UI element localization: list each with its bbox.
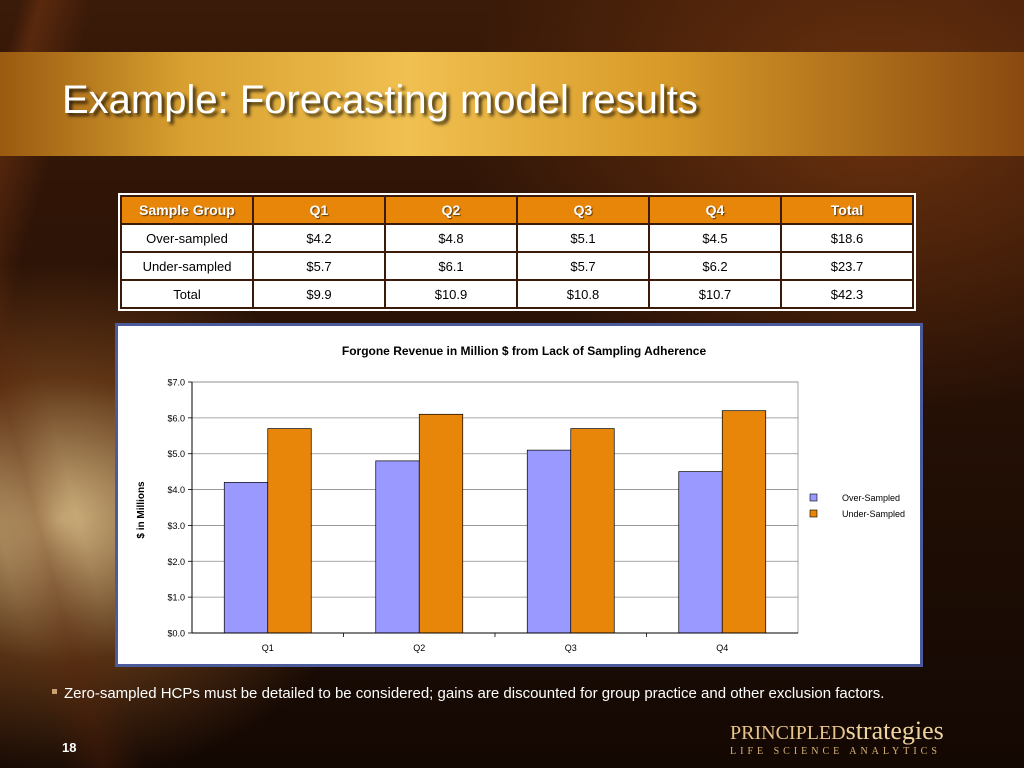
table-header-row: Sample Group Q1 Q2 Q3 Q4 Total <box>120 195 914 225</box>
table-cell: Total <box>120 279 254 309</box>
table-cell: $5.7 <box>252 251 386 281</box>
table-cell: $42.3 <box>780 279 914 309</box>
legend-label: Over-Sampled <box>842 493 900 503</box>
y-tick-label: $5.0 <box>167 449 185 459</box>
logo-word-principled: PRINCIPLED <box>730 722 846 744</box>
y-tick-label: $2.0 <box>167 557 185 567</box>
logo-word-strategies: strategies <box>845 716 944 745</box>
y-tick-label: $7.0 <box>167 378 185 388</box>
bar-over-sampled <box>375 460 420 634</box>
table-cell: $6.2 <box>648 251 782 281</box>
bar-over-sampled <box>223 482 269 634</box>
legend-swatch <box>809 509 818 518</box>
logo-tagline: LIFE SCIENCE ANALYTICS <box>730 746 941 757</box>
page-number: 18 <box>62 740 77 755</box>
bar-chart: Forgone Revenue in Million $ from Lack o… <box>136 344 905 653</box>
chart-title: Forgone Revenue in Million $ from Lack o… <box>342 344 707 358</box>
table-cell: $4.5 <box>648 223 782 253</box>
slide-title: Example: Forecasting model results <box>62 78 698 122</box>
chart-container: Forgone Revenue in Million $ from Lack o… <box>115 323 923 667</box>
bullet-marker <box>52 689 57 694</box>
legend-label: Under-Sampled <box>842 509 905 519</box>
table-cell: $6.1 <box>384 251 518 281</box>
x-tick-label: Q1 <box>262 643 274 653</box>
y-tick-label: $3.0 <box>167 521 185 531</box>
table-cell: $10.7 <box>648 279 782 309</box>
company-logo: PRINCIPLEDstrategies LIFE SCIENCE ANALYT… <box>730 716 944 757</box>
bar-over-sampled <box>678 471 723 634</box>
header-total: Total <box>780 195 914 225</box>
y-tick-label: $0.0 <box>167 629 185 639</box>
results-table: Sample Group Q1 Q2 Q3 Q4 Total Over-samp… <box>118 193 916 311</box>
table-cell: $10.8 <box>516 279 650 309</box>
table-row-total: Total $9.9 $10.9 $10.8 $10.7 $42.3 <box>120 279 914 309</box>
table-cell: $5.7 <box>516 251 650 281</box>
y-tick-label: $6.0 <box>167 413 185 423</box>
bar-over-sampled <box>526 449 572 634</box>
table-row-under-sampled: Under-sampled $5.7 $6.1 $5.7 $6.2 $23.7 <box>120 251 914 281</box>
table-cell: $23.7 <box>780 251 914 281</box>
logo-wordmark: PRINCIPLEDstrategies <box>730 716 944 746</box>
header-q3: Q3 <box>516 195 650 225</box>
x-tick-label: Q2 <box>413 643 425 653</box>
table-cell: $18.6 <box>780 223 914 253</box>
table-cell: Under-sampled <box>120 251 254 281</box>
slide-caption: Zero-sampled HCPs must be detailed to be… <box>64 685 885 702</box>
header-q4: Q4 <box>648 195 782 225</box>
table-cell: $9.9 <box>252 279 386 309</box>
table-cell: Over-sampled <box>120 223 254 253</box>
table-cell: $4.8 <box>384 223 518 253</box>
bar-under-sampled <box>267 428 312 634</box>
table-cell: $10.9 <box>384 279 518 309</box>
x-tick-label: Q3 <box>565 643 577 653</box>
title-band <box>0 52 1024 156</box>
y-tick-label: $1.0 <box>167 593 185 603</box>
table-cell: $4.2 <box>252 223 386 253</box>
x-tick-label: Q4 <box>716 643 728 653</box>
bar-under-sampled <box>418 413 464 634</box>
table-cell: $5.1 <box>516 223 650 253</box>
bar-under-sampled <box>721 410 767 634</box>
y-tick-label: $4.0 <box>167 485 185 495</box>
y-axis-label: $ in Millions <box>136 481 147 539</box>
table-row-over-sampled: Over-sampled $4.2 $4.8 $5.1 $4.5 $18.6 <box>120 223 914 253</box>
header-sample-group: Sample Group <box>120 195 254 225</box>
header-q2: Q2 <box>384 195 518 225</box>
legend-swatch <box>809 493 818 502</box>
header-q1: Q1 <box>252 195 386 225</box>
bar-under-sampled <box>570 428 615 634</box>
